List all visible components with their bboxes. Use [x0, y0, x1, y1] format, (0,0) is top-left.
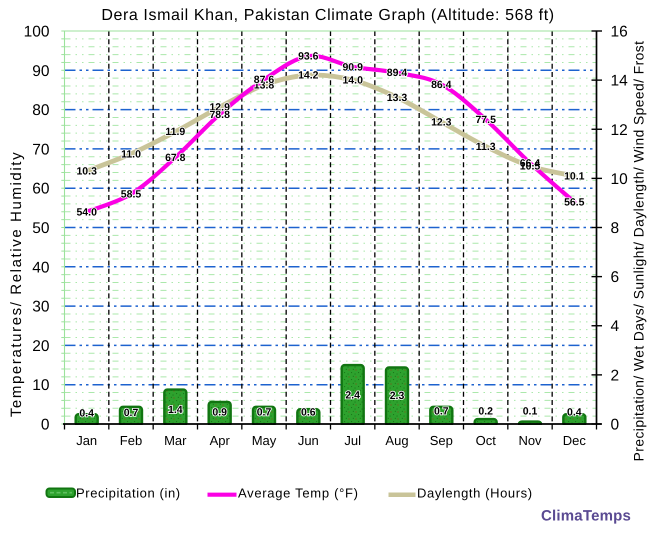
- svg-text:11.0: 11.0: [121, 148, 141, 160]
- svg-text:10.3: 10.3: [76, 166, 97, 178]
- svg-text:Precipitation/ Wet Days/ Sunli: Precipitation/ Wet Days/ Sunlight/ Dayle…: [632, 41, 647, 462]
- svg-text:Temperatures/ Relative Humidit: Temperatures/ Relative Humidity: [8, 151, 25, 417]
- svg-text:0.1: 0.1: [523, 406, 538, 418]
- svg-text:0.6: 0.6: [301, 407, 316, 419]
- svg-text:Precipitation (in): Precipitation (in): [76, 486, 181, 501]
- svg-text:0: 0: [611, 417, 620, 434]
- svg-text:0: 0: [41, 417, 50, 434]
- svg-text:8: 8: [611, 220, 620, 237]
- svg-text:6: 6: [611, 269, 620, 286]
- svg-text:12.3: 12.3: [431, 116, 452, 128]
- svg-text:80: 80: [32, 102, 50, 119]
- svg-text:11.9: 11.9: [165, 126, 185, 138]
- svg-text:ClimaTemps: ClimaTemps: [541, 508, 631, 525]
- svg-text:90: 90: [32, 63, 50, 80]
- svg-text:40: 40: [32, 259, 50, 276]
- svg-text:100: 100: [24, 24, 50, 41]
- svg-text:14.0: 14.0: [342, 75, 363, 87]
- svg-text:66.4: 66.4: [520, 158, 541, 170]
- svg-text:13.3: 13.3: [387, 92, 408, 104]
- svg-text:87.6: 87.6: [254, 74, 275, 86]
- svg-text:May: May: [252, 433, 277, 448]
- svg-text:10.5: 10.5: [520, 161, 541, 173]
- svg-text:0.4: 0.4: [79, 408, 94, 420]
- svg-text:0.7: 0.7: [124, 407, 139, 419]
- svg-text:20: 20: [32, 338, 50, 355]
- svg-text:4: 4: [611, 318, 620, 335]
- svg-text:14: 14: [611, 73, 629, 90]
- svg-text:Jan: Jan: [76, 433, 97, 448]
- svg-text:Sep: Sep: [430, 433, 453, 448]
- svg-text:54.0: 54.0: [76, 206, 97, 218]
- svg-text:66.4: 66.4: [520, 158, 541, 170]
- svg-text:Mar: Mar: [164, 433, 187, 448]
- svg-text:Jun: Jun: [298, 433, 319, 448]
- svg-text:0.7: 0.7: [257, 407, 272, 419]
- svg-text:90.9: 90.9: [342, 61, 363, 73]
- svg-text:10: 10: [611, 171, 629, 188]
- svg-text:Daylength (Hours): Daylength (Hours): [417, 486, 533, 501]
- svg-text:Jul: Jul: [344, 433, 361, 448]
- svg-text:Apr: Apr: [210, 433, 231, 448]
- svg-text:86.4: 86.4: [431, 79, 452, 91]
- svg-text:0.2: 0.2: [478, 406, 493, 418]
- svg-text:56.5: 56.5: [564, 197, 585, 209]
- svg-text:Aug: Aug: [385, 433, 408, 448]
- svg-text:60: 60: [32, 181, 50, 198]
- svg-text:0.7: 0.7: [434, 406, 449, 418]
- svg-text:2.3: 2.3: [390, 390, 405, 402]
- svg-text:1.4: 1.4: [168, 404, 183, 416]
- svg-text:Feb: Feb: [120, 433, 142, 448]
- svg-text:10.5: 10.5: [520, 161, 541, 173]
- svg-text:10.1: 10.1: [564, 170, 585, 182]
- svg-text:50: 50: [32, 220, 50, 237]
- svg-text:30: 30: [32, 299, 50, 316]
- svg-text:89.4: 89.4: [387, 67, 408, 79]
- svg-text:Dera Ismail Khan, Pakistan Cli: Dera Ismail Khan, Pakistan Climate Graph…: [101, 7, 554, 24]
- svg-text:10: 10: [32, 377, 50, 394]
- svg-text:70: 70: [32, 141, 50, 158]
- svg-text:14.2: 14.2: [298, 70, 319, 82]
- svg-text:58.5: 58.5: [121, 189, 142, 201]
- svg-text:16: 16: [611, 24, 628, 41]
- svg-text:11.3: 11.3: [476, 141, 496, 153]
- svg-text:2.4: 2.4: [345, 390, 360, 402]
- svg-text:Oct: Oct: [476, 433, 497, 448]
- svg-text:13.8: 13.8: [254, 80, 275, 92]
- svg-text:2: 2: [611, 367, 620, 384]
- svg-text:67.8: 67.8: [165, 152, 186, 164]
- svg-text:78.8: 78.8: [209, 109, 230, 121]
- svg-text:0.9: 0.9: [212, 407, 227, 419]
- svg-text:12.9: 12.9: [209, 102, 230, 114]
- svg-text:93.6: 93.6: [298, 51, 319, 63]
- svg-text:Nov: Nov: [518, 433, 542, 448]
- svg-text:Dec: Dec: [563, 433, 587, 448]
- svg-text:Average Temp (°F): Average Temp (°F): [238, 486, 359, 501]
- svg-text:0.4: 0.4: [567, 407, 582, 419]
- svg-text:77.5: 77.5: [475, 114, 496, 126]
- svg-text:12: 12: [611, 122, 628, 139]
